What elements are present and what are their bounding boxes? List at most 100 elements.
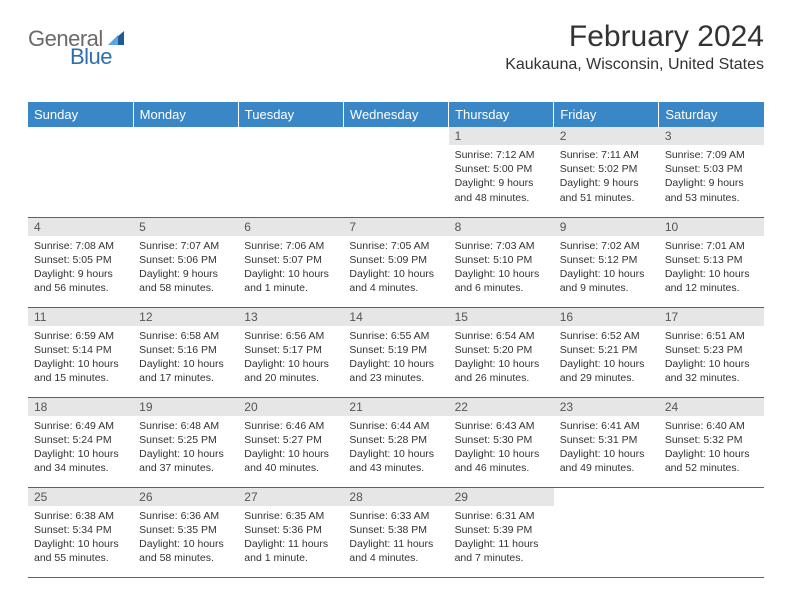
sunrise-text: Sunrise: 7:03 AM	[455, 239, 548, 253]
sunrise-text: Sunrise: 6:36 AM	[139, 509, 232, 523]
calendar-day-cell: 20Sunrise: 6:46 AMSunset: 5:27 PMDayligh…	[238, 397, 343, 487]
sunrise-text: Sunrise: 7:09 AM	[665, 148, 758, 162]
day-content: Sunrise: 7:08 AMSunset: 5:05 PMDaylight:…	[28, 236, 133, 298]
day-number: 24	[659, 398, 764, 416]
sunset-text: Sunset: 5:39 PM	[455, 523, 548, 537]
calendar-day-cell: 11Sunrise: 6:59 AMSunset: 5:14 PMDayligh…	[28, 307, 133, 397]
weekday-header: Saturday	[659, 102, 764, 127]
daylight-text: Daylight: 10 hours and 17 minutes.	[139, 357, 232, 385]
sunrise-text: Sunrise: 6:58 AM	[139, 329, 232, 343]
day-content: Sunrise: 6:51 AMSunset: 5:23 PMDaylight:…	[659, 326, 764, 388]
daylight-text: Daylight: 10 hours and 15 minutes.	[34, 357, 127, 385]
sunset-text: Sunset: 5:28 PM	[349, 433, 442, 447]
sunset-text: Sunset: 5:06 PM	[139, 253, 232, 267]
calendar-day-cell: 22Sunrise: 6:43 AMSunset: 5:30 PMDayligh…	[449, 397, 554, 487]
calendar-day-cell: 19Sunrise: 6:48 AMSunset: 5:25 PMDayligh…	[133, 397, 238, 487]
sunset-text: Sunset: 5:10 PM	[455, 253, 548, 267]
day-content: Sunrise: 6:31 AMSunset: 5:39 PMDaylight:…	[449, 506, 554, 568]
daylight-text: Daylight: 10 hours and 26 minutes.	[455, 357, 548, 385]
daylight-text: Daylight: 10 hours and 4 minutes.	[349, 267, 442, 295]
sunrise-text: Sunrise: 6:38 AM	[34, 509, 127, 523]
day-number: 7	[343, 218, 448, 236]
day-content: Sunrise: 6:52 AMSunset: 5:21 PMDaylight:…	[554, 326, 659, 388]
day-content: Sunrise: 6:38 AMSunset: 5:34 PMDaylight:…	[28, 506, 133, 568]
day-number: 1	[449, 127, 554, 145]
sunset-text: Sunset: 5:34 PM	[34, 523, 127, 537]
sunset-text: Sunset: 5:19 PM	[349, 343, 442, 357]
sunrise-text: Sunrise: 6:35 AM	[244, 509, 337, 523]
calendar-day-cell: 13Sunrise: 6:56 AMSunset: 5:17 PMDayligh…	[238, 307, 343, 397]
day-number: 15	[449, 308, 554, 326]
sunset-text: Sunset: 5:36 PM	[244, 523, 337, 537]
header: General February 2024 Kaukauna, Wisconsi…	[28, 20, 764, 74]
day-content: Sunrise: 6:35 AMSunset: 5:36 PMDaylight:…	[238, 506, 343, 568]
day-number: 27	[238, 488, 343, 506]
day-number: 16	[554, 308, 659, 326]
sunrise-text: Sunrise: 6:41 AM	[560, 419, 653, 433]
calendar-day-cell: 1Sunrise: 7:12 AMSunset: 5:00 PMDaylight…	[449, 127, 554, 217]
daylight-text: Daylight: 10 hours and 58 minutes.	[139, 537, 232, 565]
day-number: 8	[449, 218, 554, 236]
calendar-empty-cell: .	[238, 127, 343, 217]
calendar-day-cell: 18Sunrise: 6:49 AMSunset: 5:24 PMDayligh…	[28, 397, 133, 487]
day-number: 14	[343, 308, 448, 326]
sunset-text: Sunset: 5:27 PM	[244, 433, 337, 447]
sunset-text: Sunset: 5:20 PM	[455, 343, 548, 357]
day-content: Sunrise: 6:58 AMSunset: 5:16 PMDaylight:…	[133, 326, 238, 388]
sunrise-text: Sunrise: 6:51 AM	[665, 329, 758, 343]
sunset-text: Sunset: 5:23 PM	[665, 343, 758, 357]
daylight-text: Daylight: 10 hours and 12 minutes.	[665, 267, 758, 295]
day-number: 11	[28, 308, 133, 326]
calendar-day-cell: 6Sunrise: 7:06 AMSunset: 5:07 PMDaylight…	[238, 217, 343, 307]
calendar-header-row: SundayMondayTuesdayWednesdayThursdayFrid…	[28, 102, 764, 127]
calendar-day-cell: 12Sunrise: 6:58 AMSunset: 5:16 PMDayligh…	[133, 307, 238, 397]
daylight-text: Daylight: 10 hours and 40 minutes.	[244, 447, 337, 475]
day-number: 28	[343, 488, 448, 506]
day-number: 2	[554, 127, 659, 145]
logo-blue-wrap: Blue	[70, 44, 112, 70]
daylight-text: Daylight: 10 hours and 52 minutes.	[665, 447, 758, 475]
sunset-text: Sunset: 5:35 PM	[139, 523, 232, 537]
sunset-text: Sunset: 5:25 PM	[139, 433, 232, 447]
sunset-text: Sunset: 5:31 PM	[560, 433, 653, 447]
sunrise-text: Sunrise: 7:02 AM	[560, 239, 653, 253]
day-number: 17	[659, 308, 764, 326]
sunrise-text: Sunrise: 6:33 AM	[349, 509, 442, 523]
weekday-header: Sunday	[28, 102, 133, 127]
sunrise-text: Sunrise: 7:06 AM	[244, 239, 337, 253]
calendar-day-cell: 9Sunrise: 7:02 AMSunset: 5:12 PMDaylight…	[554, 217, 659, 307]
daylight-text: Daylight: 10 hours and 49 minutes.	[560, 447, 653, 475]
calendar-week-row: ....1Sunrise: 7:12 AMSunset: 5:00 PMDayl…	[28, 127, 764, 217]
sunrise-text: Sunrise: 6:56 AM	[244, 329, 337, 343]
sunrise-text: Sunrise: 6:59 AM	[34, 329, 127, 343]
day-content: Sunrise: 6:43 AMSunset: 5:30 PMDaylight:…	[449, 416, 554, 478]
weekday-header: Monday	[133, 102, 238, 127]
day-content: Sunrise: 6:49 AMSunset: 5:24 PMDaylight:…	[28, 416, 133, 478]
calendar-empty-cell: .	[659, 487, 764, 577]
daylight-text: Daylight: 10 hours and 29 minutes.	[560, 357, 653, 385]
sunset-text: Sunset: 5:16 PM	[139, 343, 232, 357]
calendar-week-row: 11Sunrise: 6:59 AMSunset: 5:14 PMDayligh…	[28, 307, 764, 397]
sunrise-text: Sunrise: 7:11 AM	[560, 148, 653, 162]
calendar-day-cell: 3Sunrise: 7:09 AMSunset: 5:03 PMDaylight…	[659, 127, 764, 217]
day-content: Sunrise: 7:12 AMSunset: 5:00 PMDaylight:…	[449, 145, 554, 207]
daylight-text: Daylight: 9 hours and 48 minutes.	[455, 176, 548, 204]
day-content: Sunrise: 7:01 AMSunset: 5:13 PMDaylight:…	[659, 236, 764, 298]
daylight-text: Daylight: 10 hours and 46 minutes.	[455, 447, 548, 475]
day-number: 22	[449, 398, 554, 416]
day-content: Sunrise: 7:02 AMSunset: 5:12 PMDaylight:…	[554, 236, 659, 298]
sunrise-text: Sunrise: 6:54 AM	[455, 329, 548, 343]
day-number: 18	[28, 398, 133, 416]
calendar-day-cell: 8Sunrise: 7:03 AMSunset: 5:10 PMDaylight…	[449, 217, 554, 307]
day-number: 12	[133, 308, 238, 326]
sunset-text: Sunset: 5:07 PM	[244, 253, 337, 267]
sunset-text: Sunset: 5:00 PM	[455, 162, 548, 176]
day-content: Sunrise: 7:09 AMSunset: 5:03 PMDaylight:…	[659, 145, 764, 207]
daylight-text: Daylight: 9 hours and 51 minutes.	[560, 176, 653, 204]
daylight-text: Daylight: 10 hours and 55 minutes.	[34, 537, 127, 565]
sunset-text: Sunset: 5:09 PM	[349, 253, 442, 267]
calendar-week-row: 25Sunrise: 6:38 AMSunset: 5:34 PMDayligh…	[28, 487, 764, 577]
sunset-text: Sunset: 5:32 PM	[665, 433, 758, 447]
day-content: Sunrise: 6:54 AMSunset: 5:20 PMDaylight:…	[449, 326, 554, 388]
daylight-text: Daylight: 11 hours and 4 minutes.	[349, 537, 442, 565]
